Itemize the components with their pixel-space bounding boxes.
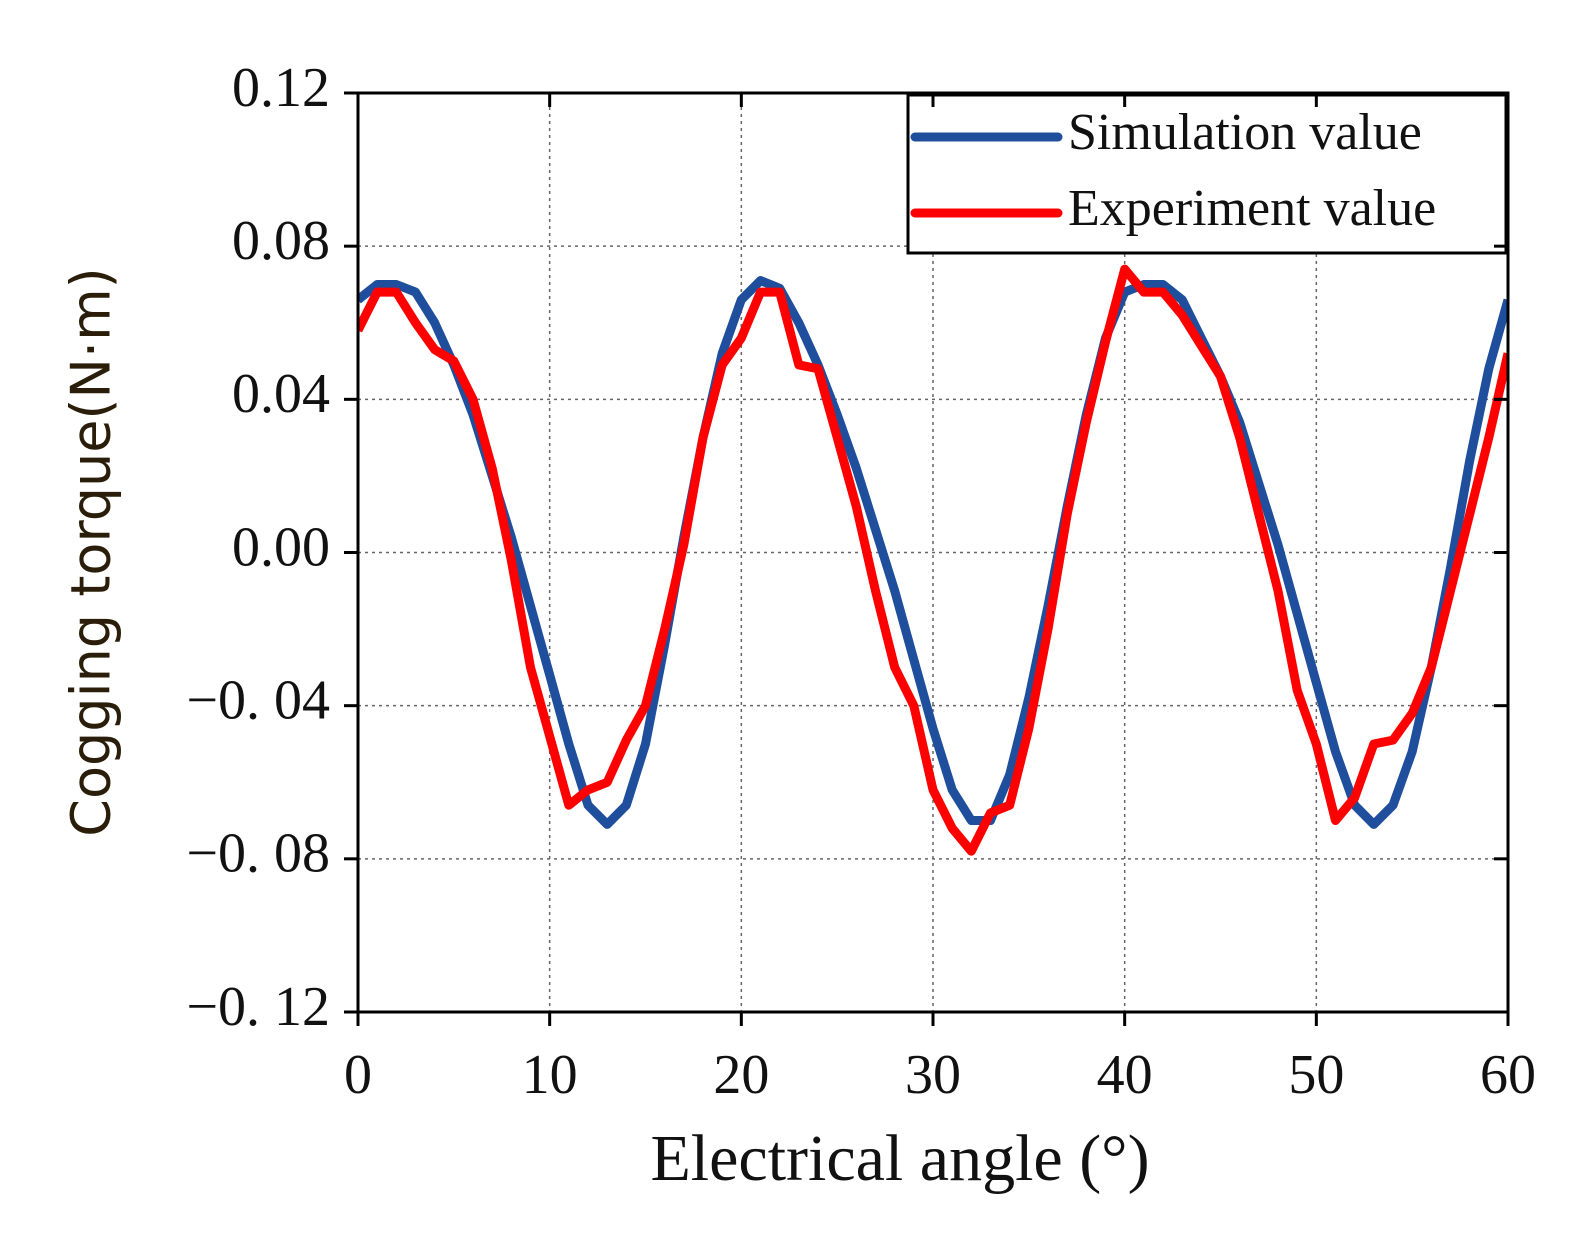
legend: Simulation value Experiment value [906, 93, 1508, 255]
y-tick-label: 0.12 [232, 57, 330, 119]
x-tick-label: 10 [522, 1044, 578, 1106]
legend-label: Experiment value [1068, 180, 1436, 237]
y-tick-label: −0. 12 [186, 976, 330, 1038]
y-tick-label: −0. 04 [186, 670, 330, 732]
y-tick-label: 0.04 [232, 363, 330, 425]
legend-box [906, 93, 1508, 255]
y-tick-label: 0.00 [232, 516, 330, 578]
y-tick-label: −0. 08 [186, 823, 330, 885]
x-tick-label: 50 [1288, 1044, 1344, 1106]
series-line [358, 264, 1508, 856]
y-axis-label: Cogging torque(N·m) [60, 267, 123, 836]
x-tick-label: 40 [1097, 1044, 1153, 1106]
legend-label: Simulation value [1068, 104, 1422, 161]
x-tick-label: 30 [905, 1044, 961, 1106]
x-axis-label: Electrical angle (°) [650, 1122, 1149, 1195]
y-tick-label: 0.08 [232, 210, 330, 272]
x-tick-label: 0 [344, 1044, 372, 1106]
x-tick-label: 60 [1480, 1044, 1536, 1106]
x-tick-label: 20 [713, 1044, 769, 1106]
series-line [358, 276, 1508, 829]
plot-lines [358, 264, 1508, 856]
